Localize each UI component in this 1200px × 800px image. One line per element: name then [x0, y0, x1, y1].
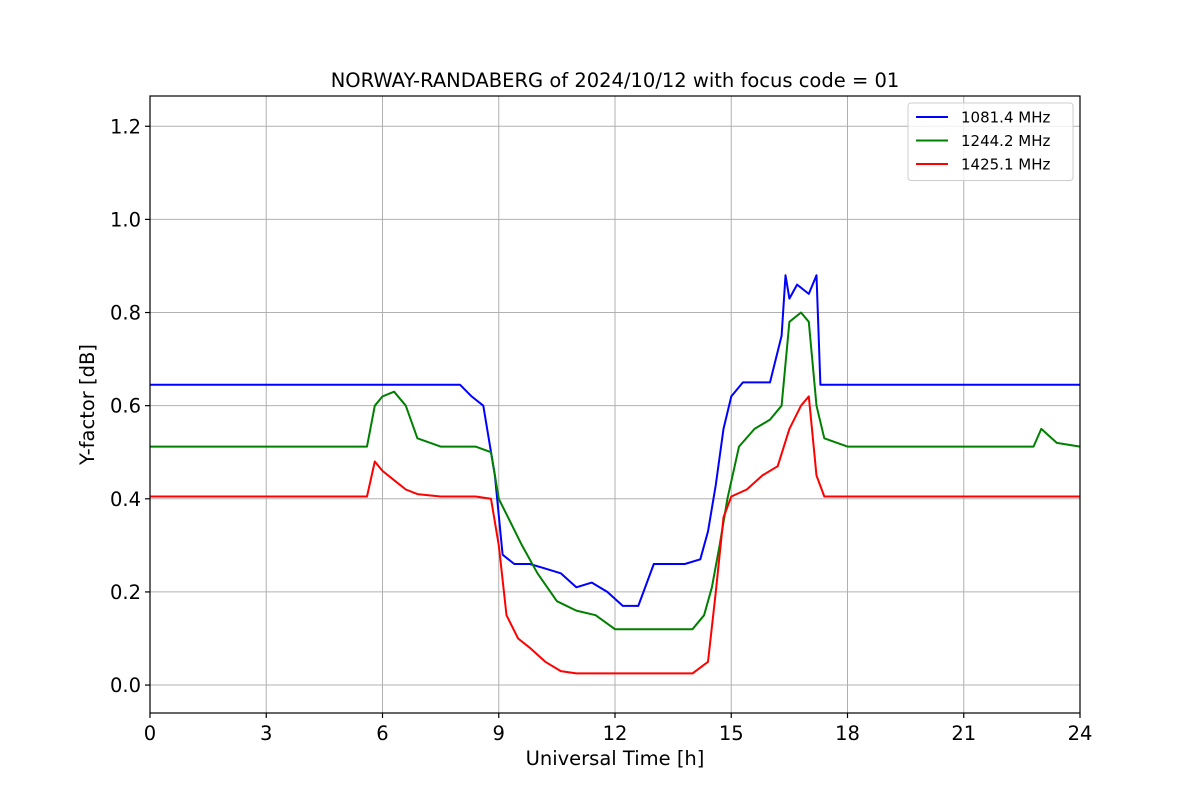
x-axis-label: Universal Time [h]: [526, 747, 705, 770]
x-tick-label: 24: [1068, 722, 1093, 745]
x-tick-label: 0: [144, 722, 156, 745]
y-tick-label: 0.0: [110, 674, 141, 697]
x-tick-label: 21: [951, 722, 976, 745]
series-line: [150, 311, 1081, 631]
y-tick-label: 1.0: [110, 208, 141, 231]
x-tick-label: 18: [835, 722, 860, 745]
chart-title: NORWAY-RANDABERG of 2024/10/12 with focu…: [331, 69, 900, 92]
x-tick-label: 15: [719, 722, 744, 745]
series-line: [150, 274, 1080, 607]
x-tick-label: 12: [603, 722, 628, 745]
y-axis-label: Y-factor [dB]: [76, 344, 99, 466]
y-tick-label: 1.2: [110, 115, 141, 138]
y-tick-label: 0.2: [110, 581, 141, 604]
x-tick-label: 3: [260, 722, 272, 745]
legend-label: 1244.2 MHz: [961, 132, 1050, 150]
plot-area: [149, 95, 1081, 714]
series-line: [150, 395, 1080, 675]
legend-box: [907, 102, 1074, 181]
legend: 1081.4 MHz 1244.2 MHz 1425.1 MHz: [907, 102, 1074, 181]
legend-label: 1425.1 MHz: [961, 156, 1050, 174]
x-tick-label: 6: [376, 722, 388, 745]
y-tick-label: 0.8: [110, 302, 141, 325]
legend-label: 1081.4 MHz: [961, 109, 1050, 127]
series-layer: [150, 274, 1081, 675]
x-tick-label: 9: [493, 722, 505, 745]
y-tick-label: 0.6: [110, 395, 141, 418]
y-tick-label: 0.4: [110, 488, 141, 511]
ticks: 0 3 6 9 12 15 18 21 24 0.0 0.2 0.4 0.6 0.8 1.0 1.2: [110, 115, 1092, 745]
